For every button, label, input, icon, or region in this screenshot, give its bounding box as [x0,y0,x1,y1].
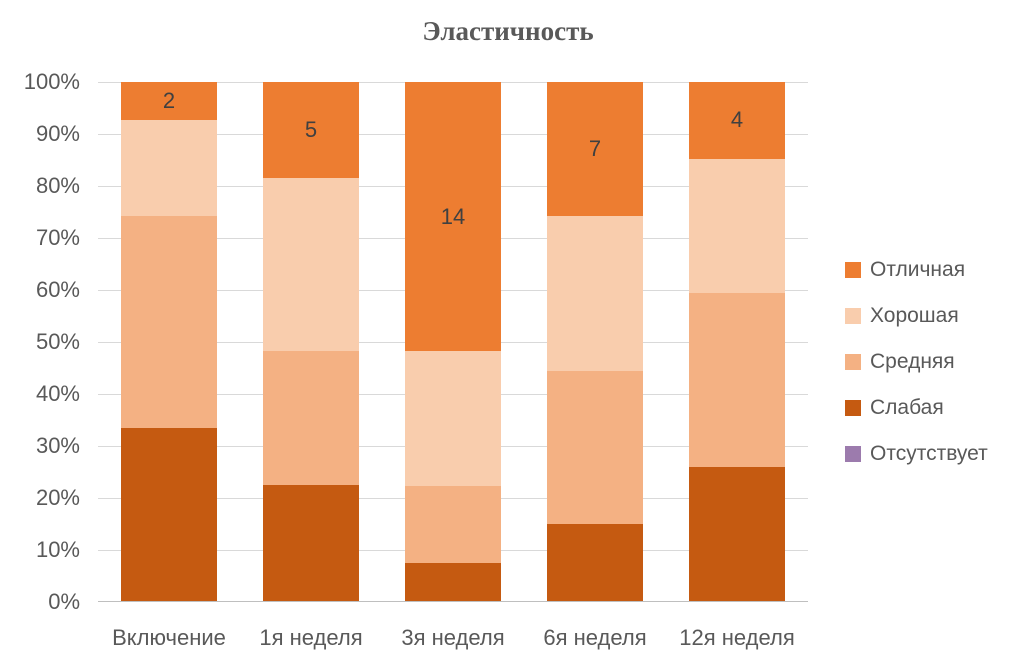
y-tick-label: 10% [35,537,80,562]
segment-Средняя [547,370,643,525]
segment-Хорошая [405,351,501,486]
bar-3: 14 [405,82,501,601]
bar-4: 7 [547,82,643,601]
x-category-label: 12я неделя [679,625,795,650]
legend-swatch-icon [845,354,861,370]
segment-Хорошая [263,178,359,351]
legend-item-Отсутствует: Отсутствует [845,431,988,477]
segment-Средняя [121,216,217,429]
x-category-label: 1я неделя [259,625,363,650]
segment-Отличная: 5 [263,82,359,179]
segment-Отличная: 4 [689,82,785,159]
data-label: 4 [730,107,744,133]
legend-swatch-icon [845,446,861,462]
legend-label: Слабая [870,396,944,419]
legend-swatch-icon [845,262,861,278]
x-category-label: 3я неделя [401,625,505,650]
legend-item-Хорошая: Хорошая [845,293,988,339]
bar-1: 2 [121,82,217,601]
data-label: 7 [588,136,602,162]
legend-item-Средняя: Средняя [845,339,988,385]
legend-swatch-icon [845,308,861,324]
plot-area: 2 5 14 7 4 [98,82,808,602]
x-category-label: 6я неделя [543,625,647,650]
bar-2: 5 [263,82,359,601]
bar-5: 4 [689,82,785,601]
legend-item-Отличная: Отличная [845,247,988,293]
segment-Слабая [689,466,785,601]
segment-Хорошая [547,216,643,371]
y-tick-label: 100% [23,69,80,94]
segment-Слабая [405,562,501,601]
segment-Слабая [263,485,359,601]
data-label: 2 [162,88,176,114]
y-tick-label: 50% [35,329,80,354]
segment-Средняя [263,350,359,486]
legend-label: Хорошая [870,304,959,327]
y-tick-label: 20% [35,485,80,510]
segment-Хорошая [689,158,785,294]
data-label: 14 [440,203,466,229]
legend-label: Средняя [870,350,955,373]
segment-Отличная: 7 [547,82,643,217]
segment-Хорошая [121,120,217,217]
segment-Слабая [121,428,217,601]
x-category-label: Включение [112,625,226,650]
segment-Средняя [689,293,785,467]
y-tick-label: 70% [35,225,80,250]
segment-Отличная: 14 [405,82,501,352]
legend-label: Отсутствует [870,442,988,465]
y-tick-label: 0% [48,589,80,614]
y-tick-label: 90% [35,121,80,146]
data-label: 5 [304,117,318,143]
legend-label: Отличная [870,258,966,281]
legend-swatch-icon [845,400,861,416]
chart-title: Эластичность [422,16,594,46]
y-tick-label: 40% [35,381,80,406]
legend-item-Слабая: Слабая [845,385,988,431]
legend: Отличная Хорошая Средняя Слабая Отсутствует [845,247,988,477]
x-axis-line [98,601,808,602]
y-tick-label: 80% [35,173,80,198]
segment-Слабая [547,524,643,601]
y-tick-label: 60% [35,277,80,302]
segment-Средняя [405,485,501,563]
segment-Отличная: 2 [121,82,217,121]
y-tick-label: 30% [35,433,80,458]
